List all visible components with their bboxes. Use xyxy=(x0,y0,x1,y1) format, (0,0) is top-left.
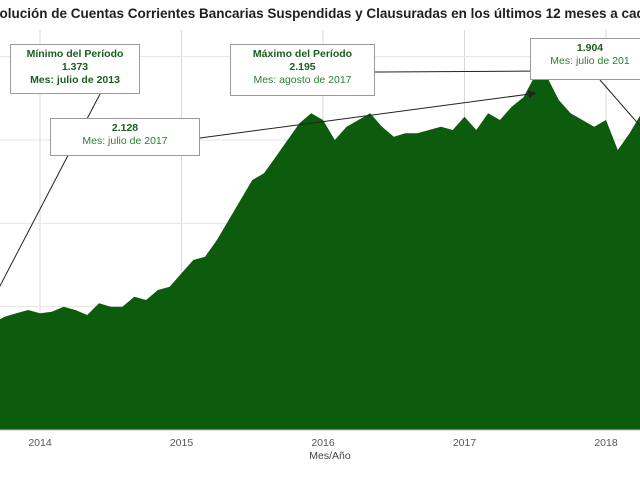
annotation-last-month: Mes: julio de 201 xyxy=(550,55,630,67)
annotation-july-2017-month: Mes: julio de 2017 xyxy=(82,135,168,147)
annotation-minimum-month: Mes: julio de 2013 xyxy=(30,74,120,86)
annotation-maximum-month: Mes: agosto de 2017 xyxy=(253,74,352,86)
annotation-maximum: Máximo del Período 2.195 Mes: agosto de … xyxy=(230,44,375,96)
annotation-july-2017: 2.128 Mes: julio de 2017 xyxy=(50,118,200,156)
x-tick-label: 2016 xyxy=(311,437,335,449)
annotation-last-value: 1.904 xyxy=(576,42,604,54)
leader-maximum xyxy=(374,67,548,76)
leader-july-2017 xyxy=(199,90,537,139)
x-tick-label: 2018 xyxy=(594,437,618,449)
x-tick-label: 2015 xyxy=(170,437,194,449)
series-area xyxy=(0,75,640,430)
annotation-last: 1.904 Mes: julio de 201 xyxy=(530,38,640,80)
chart-title: volución de Cuentas Corrientes Bancarias… xyxy=(0,6,640,21)
x-tick-label: 2014 xyxy=(28,437,52,449)
annotation-maximum-title: Máximo del Período xyxy=(252,48,353,60)
leader-last xyxy=(599,79,640,127)
annotation-maximum-value: 2.195 xyxy=(289,61,316,73)
annotation-minimum-title: Mínimo del Período xyxy=(26,48,124,60)
annotation-july-2017-value: 2.128 xyxy=(111,122,139,134)
annotation-minimum: Mínimo del Período 1.373 Mes: julio de 2… xyxy=(10,44,140,94)
x-tick-label: 2017 xyxy=(453,437,477,449)
x-axis-label: Mes/Año xyxy=(309,450,351,462)
annotation-minimum-value: 1.373 xyxy=(61,61,89,73)
